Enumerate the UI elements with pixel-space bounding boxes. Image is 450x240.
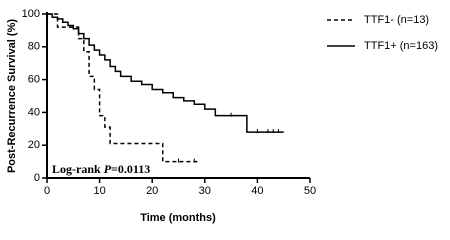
annotation-prefix: Log-rank: [52, 162, 104, 176]
survival-curve: [47, 13, 200, 163]
legend-label: TTF1- (n=13): [364, 14, 429, 26]
annotation-italic: P: [104, 162, 112, 176]
annotation-suffix: =0.0113: [111, 162, 150, 176]
x-tick-label: 0: [44, 185, 50, 197]
y-tick-label: 100: [22, 8, 40, 20]
x-tick-label: 50: [304, 185, 316, 197]
survival-curve: [47, 13, 284, 133]
annotation: Log-rank P=0.0113: [52, 162, 150, 176]
legend-label: TTF1+ (n=163): [364, 40, 438, 52]
y-tick-label: 20: [28, 139, 40, 151]
y-tick-label: 60: [28, 74, 40, 86]
chart: Post-Recurrence Survival (%) Time (month…: [6, 8, 438, 224]
y-tick-label: 40: [28, 106, 40, 118]
y-axis-label: Post-Recurrence Survival (%): [6, 19, 18, 173]
x-tick-label: 10: [93, 185, 105, 197]
x-axis-label: Time (months): [140, 212, 216, 224]
x-tick-label: 40: [251, 185, 263, 197]
y-tick-label: 80: [28, 41, 40, 53]
x-tick-label: 30: [199, 185, 211, 197]
x-tick-label: 20: [146, 185, 158, 197]
y-tick-label: 0: [34, 172, 40, 184]
